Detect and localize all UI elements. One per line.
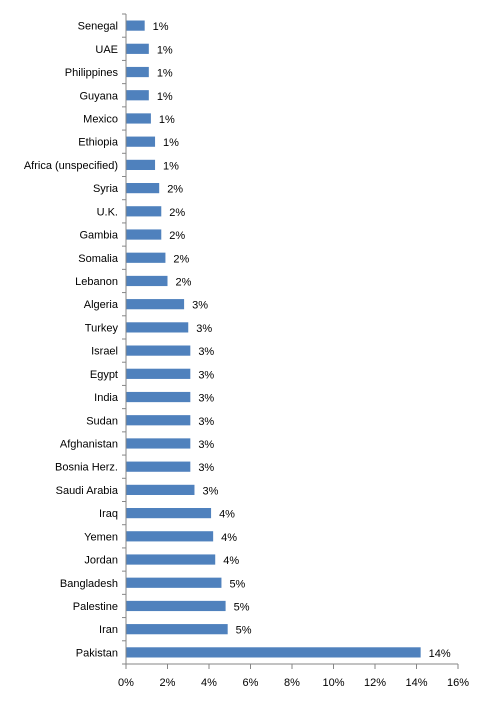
category-label: Jordan	[84, 555, 118, 567]
data-label: 14%	[429, 648, 451, 660]
bar	[126, 299, 185, 310]
data-label: 1%	[153, 21, 169, 33]
category-label: Afghanistan	[60, 438, 118, 450]
x-tick-label: 8%	[284, 677, 300, 689]
category-label: Egypt	[90, 369, 118, 381]
data-label: 5%	[234, 601, 250, 613]
category-label: Saudi Arabia	[56, 485, 119, 497]
bar	[126, 415, 191, 426]
bars-layer	[126, 20, 421, 658]
category-label: Palestine	[73, 601, 118, 613]
category-label: Guyana	[79, 90, 118, 102]
bar	[126, 43, 149, 54]
category-label: Sudan	[86, 415, 118, 427]
bar	[126, 206, 162, 217]
category-label: Yemen	[84, 531, 118, 543]
data-label: 3%	[198, 346, 214, 358]
category-label: Bosnia Herz.	[55, 462, 118, 474]
category-label: Gambia	[79, 230, 118, 242]
category-labels-layer: Senegal UAE Philippines Guyana Mexico Ethiopi…	[24, 21, 119, 660]
x-tick-label: 16%	[447, 677, 469, 689]
category-label: Mexico	[83, 113, 118, 125]
data-label: 5%	[229, 578, 245, 590]
bar	[126, 531, 214, 542]
category-label: Turkey	[85, 322, 119, 334]
bar	[126, 322, 189, 333]
bar	[126, 647, 421, 658]
category-label: Syria	[93, 183, 119, 195]
category-label: Lebanon	[75, 276, 118, 288]
data-label: 4%	[223, 555, 239, 567]
data-label: 5%	[236, 625, 252, 637]
category-label: UAE	[95, 44, 118, 56]
category-label: Africa (unspecified)	[24, 160, 118, 172]
category-label: Algeria	[84, 299, 119, 311]
data-label: 3%	[198, 416, 214, 428]
bar	[126, 66, 149, 78]
x-tick-label: 0%	[118, 677, 134, 689]
bar	[126, 508, 212, 519]
x-tick-label: 10%	[322, 677, 344, 689]
category-label: Israel	[91, 346, 118, 358]
bar	[126, 438, 191, 449]
data-label: 1%	[157, 91, 173, 103]
data-label: 3%	[198, 369, 214, 381]
category-label: Pakistan	[76, 647, 118, 659]
bar	[126, 113, 151, 124]
category-label: Senegal	[78, 21, 118, 33]
category-label: Iran	[99, 624, 118, 636]
category-label: U.K.	[97, 206, 118, 218]
bar	[126, 391, 191, 403]
data-label: 3%	[198, 462, 214, 474]
x-tick-label: 6%	[243, 677, 259, 689]
data-label: 3%	[198, 393, 214, 405]
category-label: Bangladesh	[60, 578, 118, 590]
category-label: Ethiopia	[78, 137, 119, 149]
x-tick-label: 4%	[201, 677, 217, 689]
data-labels-layer: 1%1%1%1%1%1%1%2%2%2%2%2%3%3%3%3%3%3%3%3%…	[153, 21, 451, 660]
bar	[126, 183, 160, 194]
data-label: 2%	[167, 184, 183, 196]
bar	[126, 159, 156, 170]
bar	[126, 252, 166, 263]
data-label: 3%	[192, 300, 208, 312]
data-label: 1%	[157, 44, 173, 56]
data-label: 2%	[176, 276, 192, 288]
data-label: 3%	[196, 323, 212, 335]
bar	[126, 229, 162, 240]
category-label: Iraq	[99, 508, 118, 520]
bar	[126, 600, 226, 612]
bar	[126, 345, 191, 356]
x-tick-label: 2%	[160, 677, 176, 689]
x-tick-label: 14%	[405, 677, 427, 689]
x-tick-label: 12%	[364, 677, 386, 689]
axis-layer: 0% 2% 4% 6% 8% 10% 12% 14% 16%	[118, 13, 469, 689]
category-label: Somalia	[78, 253, 119, 265]
bar	[126, 461, 191, 472]
bar	[126, 368, 191, 379]
bar	[126, 20, 145, 31]
data-label: 2%	[169, 207, 185, 219]
data-label: 2%	[173, 253, 189, 265]
category-label: Philippines	[65, 67, 119, 79]
bar	[126, 90, 149, 101]
category-label: India	[94, 392, 119, 404]
data-label: 2%	[169, 230, 185, 242]
bar	[126, 484, 195, 495]
bar	[126, 136, 156, 147]
data-label: 1%	[163, 160, 179, 172]
bar	[126, 554, 216, 565]
data-label: 1%	[159, 114, 175, 126]
data-label: 4%	[221, 532, 237, 544]
data-label: 1%	[157, 68, 173, 80]
data-label: 3%	[202, 485, 218, 497]
bar	[126, 624, 228, 635]
bar	[126, 275, 168, 287]
data-label: 4%	[219, 509, 235, 521]
data-label: 3%	[198, 439, 214, 451]
bar	[126, 577, 222, 588]
data-label: 1%	[163, 137, 179, 149]
